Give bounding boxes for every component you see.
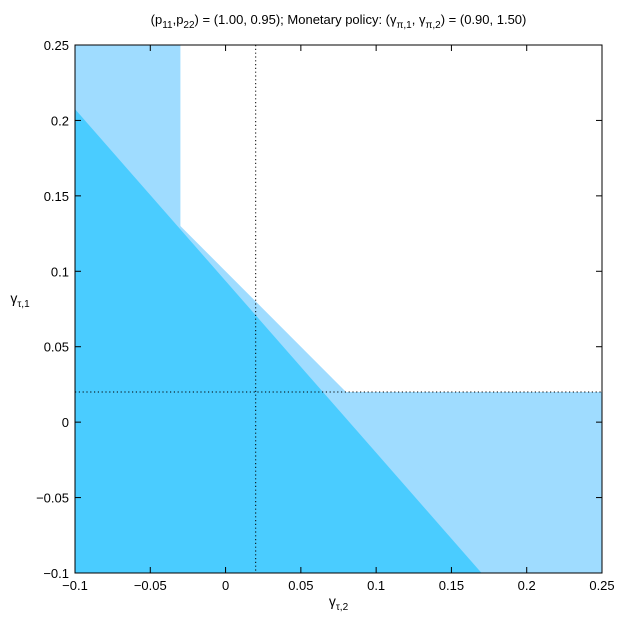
- y-tick-labels: −0.1 −0.05 0 0.05 0.1 0.15 0.2 0.25: [36, 38, 69, 581]
- title-subscript: 22: [183, 20, 195, 31]
- title-segment: ) = (0.90, 1.50): [441, 12, 527, 27]
- y-tick-label: 0.25: [44, 38, 69, 53]
- x-tick-label: 0: [222, 578, 229, 593]
- title-segment: (p: [151, 12, 163, 27]
- title-subscript: 11: [162, 20, 173, 31]
- x-tick-label: 0.2: [518, 578, 536, 593]
- x-tick-label: −0.1: [62, 578, 88, 593]
- x-axis-label-subscript: τ,2: [336, 602, 349, 613]
- title-segment: , γ: [412, 12, 426, 27]
- y-axis-label-subscript: τ,1: [17, 299, 30, 310]
- title-segment: ) = (1.00, 0.95); Monetary policy: (γ: [195, 12, 397, 27]
- y-axis-label-main: γ: [10, 290, 17, 306]
- y-tick-label: 0: [62, 415, 69, 430]
- y-tick-label: −0.1: [43, 566, 69, 581]
- dark-region-diagonal: [75, 109, 482, 574]
- plot-area-border: [74, 44, 603, 574]
- x-axis-label-main: γ: [329, 593, 336, 609]
- y-tick-label: 0.1: [51, 264, 69, 279]
- x-tick-label: 0.25: [589, 578, 614, 593]
- x-tick-label: 0.15: [439, 578, 464, 593]
- x-tick-label: −0.05: [134, 578, 167, 593]
- y-axis-label: γτ,1: [10, 290, 30, 310]
- shaded-regions: [75, 45, 602, 574]
- x-tick-labels: −0.1 −0.05 0 0.05 0.1 0.15 0.2 0.25: [62, 578, 614, 593]
- title-subscript: π,1: [397, 20, 413, 31]
- x-axis-label: γτ,2: [329, 593, 349, 613]
- y-tick-label: 0.05: [44, 340, 69, 355]
- axis-ticks: [74, 44, 603, 574]
- title-segment: ,p: [173, 12, 184, 27]
- y-tick-label: −0.05: [36, 491, 69, 506]
- title-subscript: π,2: [425, 20, 441, 31]
- reference-lines: [75, 45, 602, 573]
- y-tick-label: 0.2: [51, 113, 69, 128]
- x-tick-label: 0.05: [288, 578, 313, 593]
- x-tick-label: 0.1: [367, 578, 385, 593]
- chart-title: (p11,p22) = (1.00, 0.95); Monetary polic…: [151, 12, 527, 31]
- y-tick-label: 0.15: [44, 189, 69, 204]
